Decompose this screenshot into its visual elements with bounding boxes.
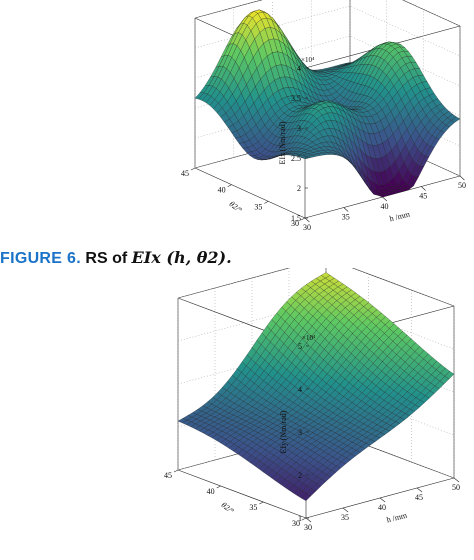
plot1-plot-group: 1.5 2 2.5 3 3.5 4 30 35 40 45 50 30 35 40 45 EIx (Nm/ra… — [181, 0, 466, 232]
plot1-x-tick-label: 35 — [342, 213, 350, 222]
plot2-x-tick — [453, 477, 460, 483]
plot2-z-multiplier: ×10⁴ — [302, 334, 316, 342]
plot1-surface-patch — [300, 156, 311, 160]
plot1-z-tick-label: 3 — [297, 124, 301, 133]
plot2-x-tick — [416, 487, 423, 493]
plot1-y-tick-label: 40 — [218, 186, 226, 195]
plot2-z-tick-label: 3 — [298, 428, 302, 437]
plot1-y-tick — [190, 167, 196, 171]
plot1-box-edge — [194, 0, 263, 19]
plot1-box-edge — [194, 167, 306, 219]
plot2-x-axis-label: h /mm — [386, 511, 409, 525]
plot1-y-tick — [300, 217, 306, 221]
plot2-y-tick — [173, 469, 179, 473]
plot2-y-tick — [259, 501, 264, 505]
plot1-z-axis-label: EIx (Nm/rad) — [278, 121, 287, 164]
plot2-y-tick — [216, 485, 221, 489]
caption-math: EIx (h, θ2). — [131, 248, 232, 267]
plot1-z-tick-label: 3.5 — [291, 94, 301, 103]
plot2-y-tick-label: 45 — [164, 471, 172, 480]
plot2-x-tick — [379, 497, 386, 503]
figure-6-surface-plot: 1.5 2 2.5 3 3.5 4 30 35 40 45 50 30 35 40 45 EIx (Nm/ra… — [0, 0, 474, 240]
caption-text: RS of — [85, 250, 132, 267]
plot1-y-tick-label: 30 — [291, 219, 299, 228]
plot2-x-tick-label: 30 — [304, 523, 312, 532]
plot2-x-tick-label: 35 — [341, 513, 349, 522]
plot2-y-tick — [301, 517, 307, 521]
surface-plot-eix: 1.5 2 2.5 3 3.5 4 30 35 40 45 50 30 35 40 45 EIx (Nm/ra… — [181, 0, 466, 232]
figure-7-surface-plot: 1 2 3 4 5 30 35 40 45 50 30 35 40 45 EIy (Nm/rad) ×10⁴ h… — [0, 257, 474, 538]
plot2-y-tick-label: 35 — [249, 503, 257, 512]
plot2-z-tick-label: 1 — [298, 514, 302, 523]
plot1-x-tick — [459, 175, 465, 181]
plot1-x-tick-label: 50 — [458, 181, 466, 190]
plot2-z-tick-label: 5 — [298, 342, 302, 351]
plot2-y-tick-label: 30 — [292, 519, 300, 528]
plot1-y-tick — [264, 201, 269, 204]
plot2-z-tick-label: 4 — [298, 385, 302, 394]
plot1-y-axis-label: θ2/° — [228, 199, 245, 215]
plot2-z-axis-label: EIy (Nm/rad) — [279, 410, 288, 453]
plot1-grid-line — [194, 0, 461, 27]
plot1-x-tick-label: 40 — [381, 202, 389, 211]
figure-6-caption: FIGURE 6. RS of EIx (h, θ2). — [0, 248, 232, 268]
plot2-x-tick-label: 50 — [452, 483, 460, 492]
plot1-box-edge — [402, 0, 461, 27]
plot2-x-tick — [342, 507, 349, 513]
plot1-y-tick-label: 35 — [254, 202, 262, 211]
plot2-surface-patch — [301, 493, 312, 502]
plot1-x-tick-label: 45 — [419, 192, 427, 201]
plot2-surface — [177, 272, 455, 502]
plot1-z-tick-label: 4 — [297, 64, 301, 73]
plot1-x-tick — [421, 186, 426, 191]
plot2-y-tick-label: 40 — [207, 487, 215, 496]
plot2-x-tick — [305, 517, 312, 523]
plot1-surface — [194, 9, 461, 198]
plot1-z-tick-label: 2 — [297, 184, 301, 193]
plot1-x-tick — [382, 196, 388, 202]
plot1-x-tick — [304, 217, 310, 223]
plot2-z-tick-label: 2 — [298, 471, 302, 480]
plot1-y-tick — [227, 184, 232, 187]
plot2-y-axis-label: θ2/° — [220, 500, 237, 516]
plot1-x-tick-label: 30 — [303, 223, 311, 232]
plot1-x-axis-label: h /mm — [389, 209, 412, 223]
plot1-z-tick-label: 2.5 — [291, 154, 301, 163]
plot2-x-tick-label: 40 — [378, 503, 386, 512]
plot1-y-tick-label: 45 — [181, 169, 189, 178]
plot1-z-multiplier: ×10⁴ — [301, 56, 315, 64]
plot1-x-tick — [343, 207, 349, 212]
plot1-z-tick-label: 1.5 — [291, 214, 301, 223]
figure-label: FIGURE 6. — [0, 250, 81, 267]
plot2-x-tick-label: 45 — [415, 493, 423, 502]
plot2-box-edge — [177, 469, 307, 519]
